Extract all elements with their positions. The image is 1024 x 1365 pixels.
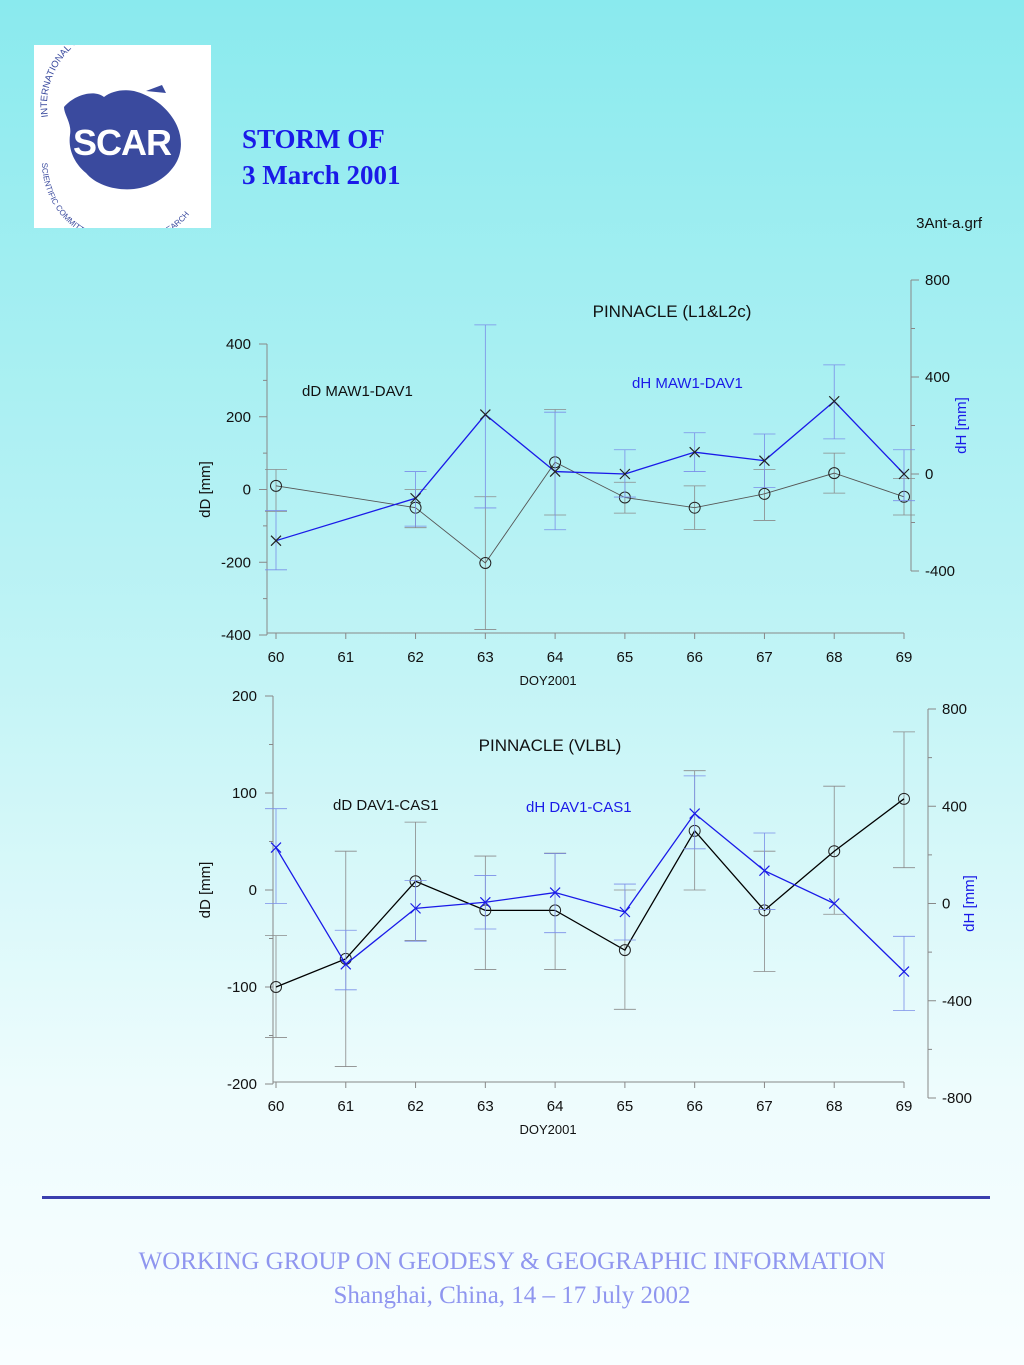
x-tick-label: 64	[547, 649, 564, 666]
series-label-dd: dD MAW1-DAV1	[302, 383, 413, 400]
right-axis-label: dH [mm]	[953, 397, 970, 454]
right-tick-label: 800	[942, 701, 967, 718]
data-point-circle	[270, 479, 282, 492]
series-label-dd: dD DAV1-CAS1	[333, 797, 439, 814]
x-tick-label: 61	[337, 1098, 354, 1115]
series-label-dh: dH DAV1-CAS1	[526, 799, 632, 816]
chart-title: PINNACLE (VLBL)	[479, 736, 622, 755]
data-point-cross	[828, 898, 840, 909]
series-label-dh: dH MAW1-DAV1	[632, 375, 743, 392]
data-point-cross	[479, 896, 491, 908]
data-point-cross	[759, 865, 770, 877]
data-point-cross	[270, 842, 282, 854]
x-tick-label: 67	[756, 1098, 773, 1115]
graph-filename: 3Ant-a.grf	[916, 215, 982, 232]
left-tick-label: -200	[227, 1076, 257, 1093]
data-point-cross	[689, 446, 701, 458]
series-line	[275, 400, 905, 542]
footer-venue-date: Shanghai, China, 14 – 17 July 2002	[333, 1282, 691, 1309]
data-point-cross	[410, 902, 421, 914]
chart-1: -400 -200 0 200 400 -400 0 400 800 60 61 62 63 64 65 66…	[197, 272, 970, 688]
data-point-cross	[828, 395, 840, 407]
right-tick-label: -400	[942, 993, 972, 1010]
x-tick-label: 65	[617, 1098, 634, 1115]
x-tick-label: 68	[826, 1098, 843, 1115]
data-point-circle	[758, 487, 771, 500]
chart-2: -200 -100 0 100 200 -800 -400 0 400 800 60 61 62 63 64…	[197, 688, 978, 1137]
right-tick-label: 0	[925, 466, 933, 483]
right-axis-label: dH [mm]	[961, 875, 978, 932]
x-tick-label: 63	[477, 649, 494, 666]
data-point-cross	[479, 409, 491, 421]
data-point-cross	[410, 492, 421, 504]
left-tick-label: 200	[232, 688, 257, 705]
right-tick-label: 800	[925, 272, 950, 289]
right-tick-label: -400	[925, 563, 955, 580]
page-title-line-1: STORM OF	[242, 124, 385, 154]
scar-logo-center-text: SCAR	[73, 122, 172, 163]
x-tick-label: 63	[477, 1098, 494, 1115]
footer-divider	[42, 1196, 990, 1199]
x-tick-label: 60	[268, 649, 285, 666]
x-tick-label: 60	[268, 1098, 285, 1115]
chart-title: PINNACLE (L1&L2c)	[593, 302, 752, 321]
x-tick-label: 62	[407, 649, 424, 666]
data-point-cross	[549, 887, 561, 898]
x-axis-label: DOY2001	[519, 1122, 576, 1137]
left-axis-label: dD [mm]	[197, 461, 214, 518]
left-axis-label: dD [mm]	[197, 862, 214, 919]
data-point-cross	[689, 808, 701, 819]
left-tick-label: 0	[249, 882, 257, 899]
data-point-cross	[898, 966, 910, 977]
right-tick-label: -800	[942, 1090, 972, 1107]
left-tick-label: 200	[226, 409, 251, 426]
data-point-cross	[270, 535, 282, 547]
data-point-circle	[828, 845, 841, 858]
data-point-cross	[340, 958, 352, 970]
data-point-cross	[759, 455, 770, 467]
data-point-cross	[898, 468, 910, 480]
page-title-line-2: 3 March 2001	[242, 160, 401, 190]
series-line	[275, 798, 905, 988]
x-tick-label: 66	[686, 649, 703, 666]
x-tick-label: 64	[547, 1098, 564, 1115]
x-tick-label: 61	[337, 649, 354, 666]
data-point-circle	[618, 944, 631, 957]
left-tick-label: -100	[227, 979, 257, 996]
data-point-cross	[619, 468, 631, 480]
right-tick-label: 400	[942, 798, 967, 815]
data-point-circle	[828, 467, 841, 480]
data-point-circle	[270, 981, 282, 993]
right-tick-label: 0	[942, 896, 950, 913]
left-tick-label: 400	[226, 336, 251, 353]
left-tick-label: 0	[243, 482, 251, 499]
data-point-circle	[479, 556, 492, 569]
series-line	[275, 461, 905, 564]
left-tick-label: -400	[221, 627, 251, 644]
series-line	[275, 812, 905, 973]
left-tick-label: 100	[232, 785, 257, 802]
data-point-cross	[549, 466, 561, 477]
data-point-circle	[898, 792, 910, 805]
left-tick-label: -200	[221, 554, 251, 571]
data-point-cross	[619, 906, 631, 918]
x-tick-label: 62	[407, 1098, 424, 1115]
x-tick-label: 65	[617, 649, 634, 666]
x-axis-label: DOY2001	[519, 673, 576, 688]
x-tick-label: 69	[896, 649, 913, 666]
x-tick-label: 68	[826, 649, 843, 666]
footer-working-group: WORKING GROUP ON GEODESY & GEOGRAPHIC IN…	[138, 1248, 886, 1275]
data-point-circle	[688, 501, 701, 514]
right-tick-label: 400	[925, 369, 950, 386]
x-tick-label: 66	[686, 1098, 703, 1115]
x-tick-label: 67	[756, 649, 773, 666]
x-tick-label: 69	[896, 1098, 913, 1115]
antarctica-shape	[64, 85, 181, 190]
